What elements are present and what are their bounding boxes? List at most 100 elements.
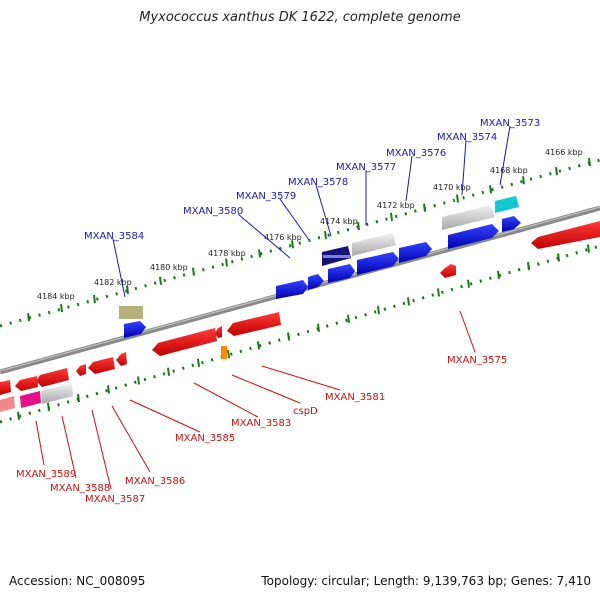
- gene-label-MXAN_3577[interactable]: MXAN_3577: [336, 162, 396, 173]
- gene-arrow[interactable]: [357, 252, 399, 275]
- gene-label-MXAN_3576[interactable]: MXAN_3576: [386, 148, 446, 159]
- ruler-tick: [159, 276, 162, 285]
- genome-stats-text: Topology: circular; Length: 9,139,763 bp…: [261, 574, 591, 588]
- reverse-genes: [0, 221, 600, 412]
- gene-3575[interactable]: [440, 264, 456, 278]
- ruler-tick: [489, 185, 492, 194]
- ruler-tick: [197, 358, 200, 368]
- kbp-tick-label: 4184 kbp: [37, 292, 75, 301]
- gene-3577[interactable]: [352, 233, 396, 256]
- outer-ruler: [0, 158, 600, 328]
- ruler-tick: [225, 258, 228, 267]
- gene-label-MXAN_3579[interactable]: MXAN_3579: [236, 191, 296, 202]
- ruler-tick: [93, 294, 96, 304]
- gene-3578-light[interactable]: [323, 255, 350, 258]
- gene-arrow[interactable]: [116, 352, 127, 366]
- ruler-tick: [588, 157, 591, 167]
- ruler-tick: [437, 288, 440, 297]
- gene-label-MXAN_3574[interactable]: MXAN_3574: [437, 132, 497, 143]
- gene-label-cspD[interactable]: cspD: [293, 406, 318, 417]
- gene-arrow[interactable]: [308, 274, 324, 290]
- forward-gene-labels: MXAN_3584 MXAN_3580 MXAN_3579 MXAN_3578 …: [84, 118, 540, 298]
- gene-label-MXAN_3586[interactable]: MXAN_3586: [125, 476, 185, 487]
- ruler-tick: [167, 367, 170, 376]
- ruler-tick: [522, 176, 525, 185]
- ruler-tick: [287, 332, 290, 341]
- outer-ruler-ticks: [27, 157, 591, 322]
- ruler-tick: [467, 279, 470, 288]
- ruler-tick: [347, 314, 350, 324]
- gene-3587-segment[interactable]: [41, 383, 73, 404]
- ruler-tick: [291, 240, 294, 249]
- gene-arrow[interactable]: [276, 280, 308, 299]
- ruler-tick: [257, 341, 260, 350]
- ruler-tick: [377, 305, 380, 315]
- gene-label-MXAN_3585[interactable]: MXAN_3585: [175, 433, 235, 444]
- kbp-tick-label: 4172 kbp: [377, 201, 415, 210]
- gene-3588[interactable]: [15, 376, 38, 391]
- gene-3576[interactable]: [399, 242, 432, 263]
- gene-label-MXAN_3583[interactable]: MXAN_3583: [231, 418, 291, 429]
- gene-3585[interactable]: [88, 357, 115, 374]
- kbp-tick-label: 4176 kbp: [264, 233, 302, 242]
- gene-label-MXAN_3573[interactable]: MXAN_3573: [480, 118, 540, 129]
- gene-3583[interactable]: [215, 326, 222, 338]
- kbp-tick-label: 4174 kbp: [320, 217, 358, 226]
- gene-label-MXAN_3589[interactable]: MXAN_3589: [16, 469, 76, 480]
- kbp-tick-label: 4170 kbp: [433, 183, 471, 192]
- kbp-tick-label: 4180 kbp: [150, 263, 188, 272]
- ruler-tick: [390, 212, 393, 221]
- gene-label-MXAN_3580[interactable]: MXAN_3580: [183, 206, 243, 217]
- ruler-tick: [137, 376, 140, 385]
- gene-label-MXAN_3588[interactable]: MXAN_3588: [50, 483, 110, 494]
- gene-3589[interactable]: [0, 380, 11, 395]
- gene-arrow-right[interactable]: [531, 221, 600, 249]
- inner-ruler: [0, 244, 600, 424]
- gene-3586[interactable]: [76, 364, 86, 376]
- gene-3581[interactable]: [152, 328, 217, 356]
- kbp-tick-label: 4166 kbp: [545, 148, 583, 157]
- ruler-tick: [407, 297, 410, 306]
- map-title: Myxococcus xanthus DK 1622, complete gen…: [139, 10, 461, 25]
- gene-arrow[interactable]: [328, 264, 355, 283]
- gene-label-MXAN_3584[interactable]: MXAN_3584: [84, 231, 144, 242]
- gene-label-MXAN_3587[interactable]: MXAN_3587: [85, 494, 145, 505]
- ruler-tick: [258, 249, 261, 258]
- ruler-tick: [126, 285, 129, 294]
- gene-arrow[interactable]: [502, 216, 521, 232]
- gene-3589-segment[interactable]: [0, 396, 15, 412]
- gene-label-MXAN_3578[interactable]: MXAN_3578: [288, 177, 348, 188]
- gene-3588-segment[interactable]: [20, 391, 41, 408]
- ruler-tick: [555, 167, 558, 176]
- gene-3584-segment[interactable]: [119, 306, 143, 319]
- kbp-tick-labels: 4184 kbp 4182 kbp 4180 kbp 4178 kbp 4176 kbp…: [37, 148, 583, 301]
- ruler-tick: [107, 385, 110, 394]
- gene-orange[interactable]: [221, 346, 227, 359]
- ruler-tick: [423, 203, 426, 212]
- ruler-tick: [324, 230, 327, 240]
- gene-label-MXAN_3581[interactable]: MXAN_3581: [325, 392, 385, 403]
- gene-cspD[interactable]: [227, 312, 281, 336]
- ruler-tick: [77, 393, 80, 403]
- ruler-tick: [557, 253, 560, 262]
- reverse-gene-labels: MXAN_3575 MXAN_3581 cspD MXAN_3583 MXAN_…: [16, 310, 507, 505]
- ruler-tick: [192, 267, 195, 276]
- ruler-tick: [357, 221, 360, 231]
- gene-label-MXAN_3575[interactable]: MXAN_3575: [447, 355, 507, 366]
- kbp-tick-label: 4168 kbp: [490, 166, 528, 175]
- gene-3573[interactable]: [495, 196, 519, 213]
- ruler-tick: [17, 411, 20, 420]
- forward-genes: [119, 196, 521, 338]
- ruler-tick: [47, 402, 50, 412]
- gene-3587[interactable]: [36, 368, 69, 387]
- kbp-tick-label: 4178 kbp: [208, 249, 246, 258]
- gene-arrow[interactable]: [448, 224, 499, 249]
- gene-3584-arrow[interactable]: [124, 321, 146, 338]
- gene-3574[interactable]: [442, 205, 495, 230]
- inner-ruler-ticks: [17, 244, 590, 420]
- ruler-tick: [587, 244, 590, 253]
- kbp-tick-label: 4182 kbp: [94, 278, 132, 287]
- ruler-tick: [60, 303, 63, 313]
